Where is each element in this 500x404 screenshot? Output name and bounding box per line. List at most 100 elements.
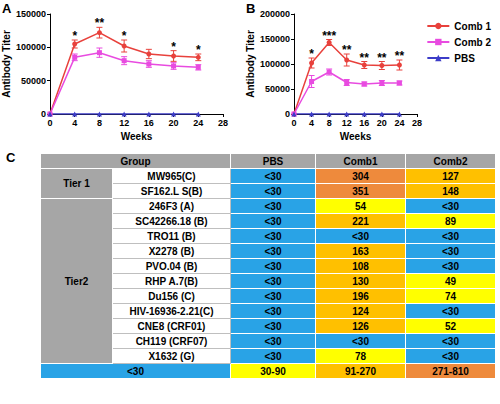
svg-text:***: *** — [322, 29, 336, 43]
svg-text:*: * — [171, 40, 176, 54]
svg-text:0: 0 — [47, 118, 52, 128]
svg-text:PBS: PBS — [454, 53, 475, 64]
svg-text:Comb 1: Comb 1 — [454, 21, 491, 32]
svg-text:*: * — [196, 43, 201, 57]
html-text:RHP A.7(B): RHP A.7(B) — [145, 275, 198, 287]
html-text:PVO.04 (B): PVO.04 (B) — [145, 260, 198, 272]
html-text:PBS: PBS — [262, 155, 284, 167]
html-text:Comb2: Comb2 — [433, 155, 468, 167]
svg-text:20: 20 — [377, 118, 387, 128]
html-text:<30: <30 — [442, 335, 459, 347]
html-text:124: 124 — [352, 305, 369, 317]
html-text:<30: <30 — [264, 320, 282, 332]
html-text:148: 148 — [442, 185, 459, 197]
html-text:<30: <30 — [264, 230, 282, 242]
svg-text:50000: 50000 — [21, 76, 46, 86]
html-text:SF162.L S(B): SF162.L S(B) — [140, 185, 203, 197]
svg-text:B: B — [246, 1, 255, 16]
html-text:<30: <30 — [264, 350, 282, 362]
svg-text:24: 24 — [394, 118, 404, 128]
html-text:108: 108 — [352, 260, 369, 272]
html-text:<30: <30 — [352, 335, 369, 347]
svg-text:150000: 150000 — [16, 9, 46, 19]
svg-text:24: 24 — [193, 118, 203, 128]
html-text:163: 163 — [352, 245, 369, 257]
html-text:126: 126 — [352, 320, 369, 332]
svg-text:200000: 200000 — [260, 9, 290, 19]
html-text:Comb1: Comb1 — [343, 155, 378, 167]
html-text:<30: <30 — [442, 230, 459, 242]
html-text:X2278 (B): X2278 (B) — [148, 245, 195, 257]
html-text:<30: <30 — [264, 200, 282, 212]
svg-text:12: 12 — [119, 118, 129, 128]
html-text:<30: <30 — [264, 305, 282, 317]
html-text:Du156 (C): Du156 (C) — [148, 290, 195, 302]
svg-text:20: 20 — [169, 118, 179, 128]
svg-text:**: ** — [342, 43, 352, 57]
svg-text:8: 8 — [327, 118, 332, 128]
html-text:49: 49 — [444, 275, 457, 287]
html-text:CH119 (CRF07): CH119 (CRF07) — [135, 335, 208, 347]
svg-text:Antibody Titer: Antibody Titer — [1, 30, 12, 98]
svg-text:4: 4 — [309, 118, 314, 128]
html-text:127: 127 — [442, 170, 459, 182]
svg-text:50000: 50000 — [265, 84, 290, 94]
html-text:<30: <30 — [264, 335, 282, 347]
svg-text:*: * — [309, 47, 314, 61]
svg-text:100000: 100000 — [260, 59, 290, 69]
svg-text:4: 4 — [72, 118, 77, 128]
html-text:MW965(C): MW965(C) — [147, 170, 196, 182]
html-text:SC42266.18 (B): SC42266.18 (B) — [135, 215, 208, 227]
html-text:52: 52 — [444, 320, 457, 332]
svg-text:28: 28 — [412, 118, 422, 128]
svg-text:**: ** — [360, 51, 370, 65]
html-text:74: 74 — [444, 290, 457, 302]
html-text:<30: <30 — [442, 305, 459, 317]
html-text:Tier2: Tier2 — [64, 275, 89, 287]
svg-text:**: ** — [377, 51, 387, 65]
svg-text:Antibody Titer: Antibody Titer — [245, 30, 256, 98]
html-text:<30: <30 — [264, 245, 282, 257]
svg-text:100000: 100000 — [16, 42, 46, 52]
html-text:Group: Group — [120, 155, 151, 167]
svg-text:A: A — [2, 1, 12, 16]
svg-text:Weeks: Weeks — [340, 131, 372, 142]
svg-text:0: 0 — [41, 109, 46, 119]
svg-text:*: * — [72, 29, 77, 43]
svg-text:12: 12 — [342, 118, 352, 128]
html-text:<30: <30 — [264, 290, 282, 302]
svg-text:0: 0 — [285, 109, 290, 119]
html-text:<30: <30 — [264, 215, 282, 227]
html-text:221: 221 — [352, 215, 369, 227]
html-text:<30: <30 — [264, 185, 282, 197]
svg-text:Weeks: Weeks — [121, 131, 153, 142]
html-text:<30: <30 — [264, 260, 282, 272]
svg-text:16: 16 — [359, 118, 369, 128]
svg-text:0: 0 — [291, 118, 296, 128]
html-text:<30: <30 — [264, 170, 282, 182]
html-text:196: 196 — [352, 290, 369, 302]
html-text:246F3 (A): 246F3 (A) — [149, 200, 194, 212]
html-text:HIV-16936-2.21(C): HIV-16936-2.21(C) — [129, 305, 214, 317]
html-text:351: 351 — [352, 185, 369, 197]
html-text:<30: <30 — [442, 245, 459, 257]
html-text:<30: <30 — [442, 260, 459, 272]
svg-text:**: ** — [95, 16, 105, 30]
html-text:<30: <30 — [264, 275, 282, 287]
svg-text:8: 8 — [97, 118, 102, 128]
html-text:89: 89 — [444, 215, 457, 227]
html-text:130: 130 — [352, 275, 369, 287]
html-text:<30: <30 — [352, 230, 369, 242]
svg-text:150000: 150000 — [260, 34, 290, 44]
html-text:CNE8 (CRF01): CNE8 (CRF01) — [137, 320, 206, 332]
html-text:X1632 (G): X1632 (G) — [148, 350, 195, 362]
html-text:54: 54 — [354, 200, 367, 212]
html-text:<30: <30 — [442, 200, 459, 212]
html-text:TRO11 (B): TRO11 (B) — [147, 230, 196, 242]
svg-text:16: 16 — [144, 118, 154, 128]
html-text:304: 304 — [352, 170, 369, 182]
svg-text:*: * — [122, 29, 127, 43]
svg-text:Comb 2: Comb 2 — [454, 37, 491, 48]
svg-text:**: ** — [395, 49, 405, 63]
svg-text:28: 28 — [218, 118, 228, 128]
